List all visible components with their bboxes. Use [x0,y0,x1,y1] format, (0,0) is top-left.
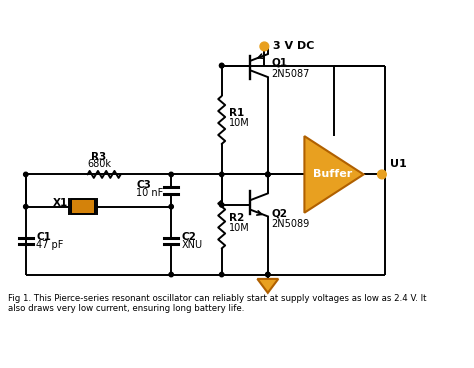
Circle shape [219,63,224,68]
Text: 680k: 680k [87,159,111,169]
Circle shape [219,203,224,207]
Circle shape [219,272,224,277]
Text: 10M: 10M [228,118,249,128]
Text: Q1: Q1 [271,57,287,67]
Text: 47 pF: 47 pF [36,240,64,250]
Polygon shape [257,279,278,293]
Circle shape [169,172,173,177]
Circle shape [24,172,28,177]
Text: 2N5087: 2N5087 [271,69,310,79]
Circle shape [219,172,224,177]
Text: C3: C3 [137,180,151,190]
Text: C1: C1 [36,232,51,242]
Circle shape [24,205,28,209]
Bar [71,199,95,215]
Text: 2N5089: 2N5089 [271,219,310,229]
Text: R3: R3 [91,152,107,162]
Circle shape [219,63,224,68]
Circle shape [265,172,270,177]
Text: Q2: Q2 [271,208,287,218]
Text: X1: X1 [52,198,68,208]
Text: 10 nF: 10 nF [137,188,164,198]
Text: R2: R2 [228,213,244,223]
Circle shape [265,172,270,177]
Text: XNU: XNU [182,240,203,250]
Text: U1: U1 [390,159,407,169]
Circle shape [265,272,270,277]
Circle shape [260,42,269,51]
Circle shape [169,205,173,209]
Circle shape [265,172,270,177]
Circle shape [169,272,173,277]
Text: Fig 1. This Pierce-series resonant oscillator can reliably start at supply volta: Fig 1. This Pierce-series resonant oscil… [9,294,427,313]
Text: 3 V DC: 3 V DC [273,40,314,50]
Text: 10M: 10M [228,223,249,233]
Circle shape [378,170,386,179]
Polygon shape [304,136,364,213]
Text: Buffer: Buffer [313,169,352,180]
Text: C2: C2 [182,232,197,242]
Text: R1: R1 [228,108,244,118]
Circle shape [265,272,270,277]
